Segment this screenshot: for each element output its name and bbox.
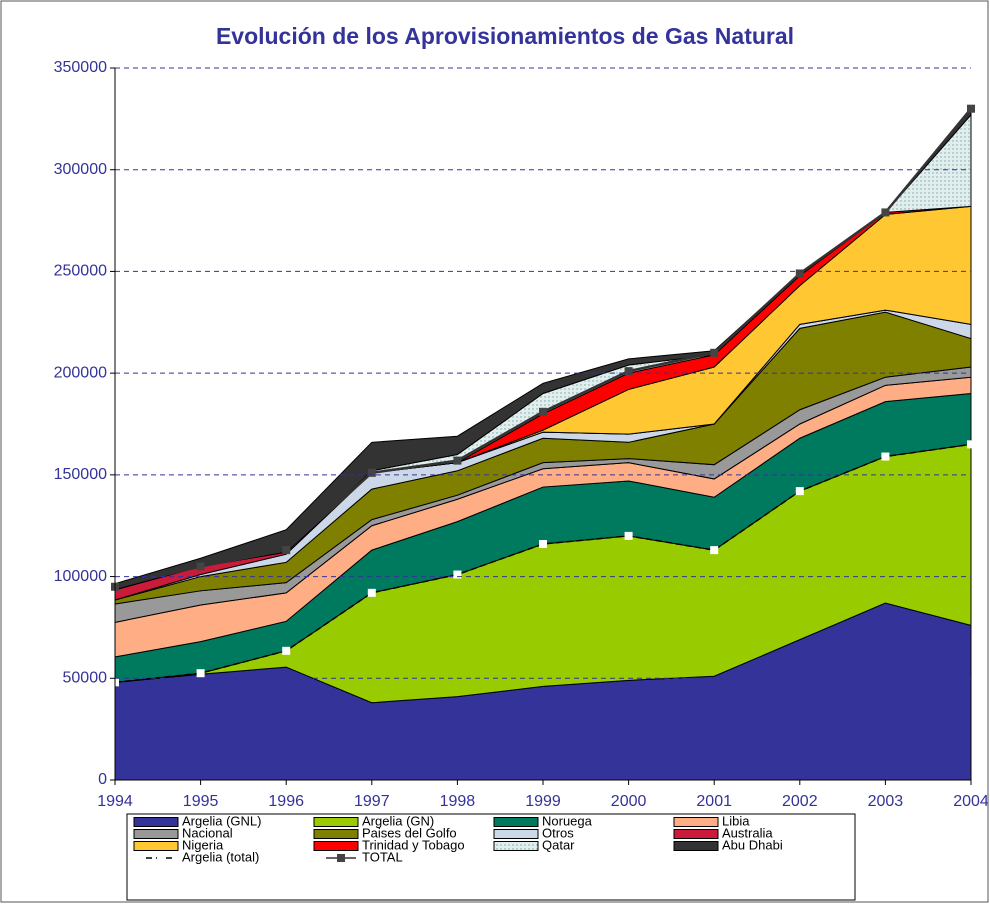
- x-tick-label: 1998: [440, 793, 476, 810]
- legend-marker: [337, 854, 345, 862]
- legend-label: TOTAL: [362, 849, 403, 864]
- plot: [111, 104, 975, 781]
- marker: [453, 570, 462, 579]
- marker: [196, 669, 205, 678]
- legend-swatch: [313, 817, 359, 827]
- legend-label: Argelia (GNL): [182, 813, 261, 828]
- marker: [710, 546, 719, 555]
- marker: [967, 104, 975, 113]
- legend-label: Qatar: [542, 837, 575, 852]
- y-tick-label: 200000: [54, 364, 107, 381]
- x-tick-label: 1994: [97, 793, 133, 810]
- legend-swatch: [133, 841, 179, 851]
- legend-swatch: [313, 841, 359, 851]
- line: [114, 443, 972, 684]
- y-tick-label: 250000: [54, 263, 107, 280]
- y-tick-label: 350000: [54, 59, 107, 76]
- marker: [795, 487, 804, 496]
- legend-label: Paises del Golfo: [362, 825, 457, 840]
- legend-swatch: [133, 829, 179, 839]
- marker: [624, 367, 633, 376]
- legend-swatch: [673, 817, 719, 827]
- y-tick-label: 0: [98, 771, 107, 788]
- x-tick-label: 2003: [868, 793, 904, 810]
- legend-swatch: [133, 817, 179, 827]
- marker: [367, 588, 376, 597]
- y-tick-label: 300000: [54, 161, 107, 178]
- x-tick-label: 1999: [525, 793, 561, 810]
- x-tick-label: 1997: [354, 793, 390, 810]
- marker: [453, 456, 462, 465]
- chart-title: Evolución de los Aprovisionamientos de G…: [216, 23, 794, 49]
- legend-swatch: [673, 829, 719, 839]
- marker: [196, 562, 205, 571]
- legend-label: Otros: [542, 825, 574, 840]
- legend-label: Abu Dhabi: [722, 837, 783, 852]
- legend-label: Australia: [722, 825, 773, 840]
- x-tick-label: 2002: [782, 793, 818, 810]
- marker: [539, 407, 547, 416]
- legend-items: Argelia (GNL) Argelia (GN) Noruega Libia Nac…: [133, 813, 783, 864]
- marker: [967, 440, 975, 449]
- y-tick-label: 50000: [63, 670, 108, 687]
- marker: [795, 269, 804, 278]
- legend-swatch: [493, 841, 539, 851]
- y-tick-label: 150000: [54, 466, 107, 483]
- legend-swatch: [673, 841, 719, 851]
- legend-marker: [157, 854, 165, 862]
- x-tick-label: 2004: [953, 793, 989, 810]
- legend-swatch: [313, 829, 359, 839]
- marker: [881, 208, 890, 217]
- x-tick-label: 1995: [183, 793, 219, 810]
- legend-label: Trinidad y Tobago: [362, 837, 465, 852]
- legend-swatch: [493, 817, 539, 827]
- legend: [126, 813, 856, 901]
- marker: [624, 531, 633, 540]
- legend-label: Nacional: [182, 825, 233, 840]
- legend-label: Noruega: [542, 813, 593, 828]
- marker: [881, 452, 890, 461]
- marker: [539, 540, 547, 549]
- x-tick-label: 2001: [696, 793, 732, 810]
- legend-label: Argelia (GN): [362, 813, 434, 828]
- x-tick-label: 1996: [268, 793, 304, 810]
- x-tick-label: 2000: [611, 793, 647, 810]
- legend-swatch: [493, 829, 539, 839]
- marker: [710, 348, 719, 357]
- legend-label: Libia: [722, 813, 750, 828]
- marker: [282, 646, 291, 655]
- marker: [367, 468, 376, 477]
- marker: [282, 546, 291, 555]
- legend-label: Nigeria: [182, 837, 224, 852]
- y-tick-label: 100000: [54, 568, 107, 585]
- legend-label: Argelia (total): [182, 849, 259, 864]
